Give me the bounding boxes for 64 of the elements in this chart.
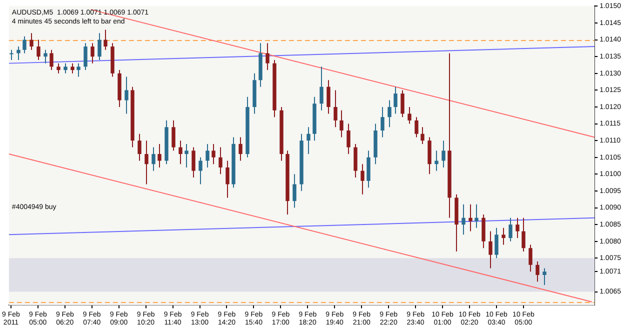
candlestick bbox=[366, 150, 370, 188]
candlestick bbox=[50, 49, 54, 71]
candlestick bbox=[238, 136, 242, 162]
candlestick bbox=[306, 126, 310, 155]
candlestick bbox=[292, 174, 296, 208]
candlestick bbox=[522, 217, 526, 252]
candlestick bbox=[340, 110, 344, 138]
candlestick bbox=[400, 90, 404, 118]
candlestick bbox=[16, 46, 20, 60]
candlestick bbox=[354, 143, 358, 178]
candlestick bbox=[192, 146, 196, 178]
candlestick bbox=[152, 146, 156, 172]
candlestick bbox=[178, 140, 182, 165]
candlestick bbox=[516, 217, 520, 239]
candlestick bbox=[198, 156, 202, 185]
candlestick bbox=[488, 230, 492, 269]
candlestick bbox=[320, 66, 324, 111]
candlestick bbox=[360, 164, 364, 195]
candlestick bbox=[428, 136, 432, 175]
candlestick bbox=[206, 143, 210, 168]
candlestick bbox=[138, 133, 142, 162]
candlestick bbox=[388, 100, 392, 128]
candlestick bbox=[22, 36, 26, 54]
candlestick bbox=[76, 62, 80, 78]
candlestick bbox=[380, 106, 384, 138]
candlestick bbox=[36, 39, 40, 60]
candlestick bbox=[326, 80, 330, 114]
candlestick bbox=[414, 116, 418, 138]
candlestick bbox=[56, 62, 60, 74]
candlestick bbox=[334, 90, 338, 128]
candlestick bbox=[44, 49, 48, 64]
candlestick bbox=[98, 32, 102, 60]
candlestick bbox=[184, 143, 188, 168]
candlestick bbox=[124, 76, 128, 114]
candlestick bbox=[104, 29, 108, 50]
candlestick bbox=[508, 217, 512, 242]
candlestick bbox=[346, 123, 350, 155]
candlestick bbox=[30, 32, 34, 50]
candlestick bbox=[474, 204, 478, 228]
candlestick bbox=[462, 204, 466, 236]
candlestick bbox=[90, 42, 94, 64]
candlestick bbox=[64, 62, 68, 74]
candlestick bbox=[442, 140, 446, 168]
candlestick bbox=[172, 120, 176, 152]
candlestick bbox=[144, 140, 148, 185]
candlestick bbox=[502, 227, 506, 246]
candlestick bbox=[494, 227, 498, 259]
candlestick bbox=[536, 261, 540, 282]
candlestick bbox=[158, 143, 162, 168]
candlestick bbox=[218, 146, 222, 175]
candlestick bbox=[434, 150, 438, 172]
candlestick bbox=[528, 244, 532, 272]
candlestick bbox=[266, 42, 270, 71]
candlestick bbox=[420, 126, 424, 144]
candlestick bbox=[84, 42, 88, 71]
candlestick bbox=[212, 143, 216, 165]
candlestick bbox=[408, 106, 412, 124]
candlestick bbox=[542, 268, 546, 286]
candlestick bbox=[468, 204, 472, 232]
candlestick bbox=[70, 62, 74, 74]
candlestick bbox=[394, 86, 398, 114]
candlestick bbox=[482, 214, 486, 249]
candlestick bbox=[226, 160, 230, 198]
candlestick bbox=[10, 49, 14, 60]
